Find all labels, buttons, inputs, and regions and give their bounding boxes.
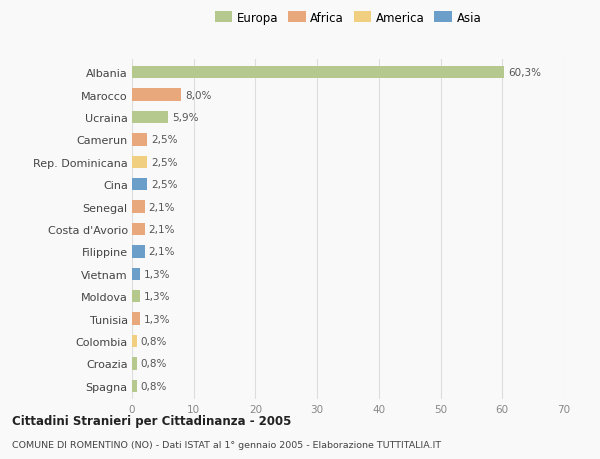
Text: 5,9%: 5,9%: [172, 113, 199, 123]
Text: 1,3%: 1,3%: [144, 291, 170, 302]
Bar: [132, 380, 137, 392]
Bar: [132, 358, 137, 369]
Bar: [132, 112, 169, 124]
Bar: [132, 246, 145, 258]
Bar: [132, 313, 140, 325]
Text: 2,5%: 2,5%: [151, 135, 178, 145]
Bar: [132, 291, 140, 302]
Text: 8,0%: 8,0%: [185, 90, 211, 101]
Text: 2,1%: 2,1%: [149, 247, 175, 257]
Text: 60,3%: 60,3%: [508, 68, 541, 78]
Bar: [132, 224, 145, 235]
Bar: [132, 201, 145, 213]
Text: COMUNE DI ROMENTINO (NO) - Dati ISTAT al 1° gennaio 2005 - Elaborazione TUTTITAL: COMUNE DI ROMENTINO (NO) - Dati ISTAT al…: [12, 441, 441, 449]
Text: 1,3%: 1,3%: [144, 269, 170, 279]
Bar: [132, 67, 504, 79]
Bar: [132, 134, 148, 146]
Bar: [132, 90, 181, 101]
Text: 2,1%: 2,1%: [149, 202, 175, 212]
Bar: [132, 268, 140, 280]
Text: 1,3%: 1,3%: [144, 314, 170, 324]
Bar: [132, 179, 148, 191]
Text: 2,1%: 2,1%: [149, 224, 175, 235]
Text: 0,8%: 0,8%: [140, 381, 167, 391]
Text: 0,8%: 0,8%: [140, 358, 167, 369]
Text: 2,5%: 2,5%: [151, 157, 178, 168]
Text: 0,8%: 0,8%: [140, 336, 167, 346]
Text: 2,5%: 2,5%: [151, 180, 178, 190]
Bar: [132, 157, 148, 168]
Text: Cittadini Stranieri per Cittadinanza - 2005: Cittadini Stranieri per Cittadinanza - 2…: [12, 414, 292, 428]
Bar: [132, 335, 137, 347]
Legend: Europa, Africa, America, Asia: Europa, Africa, America, Asia: [211, 8, 485, 28]
